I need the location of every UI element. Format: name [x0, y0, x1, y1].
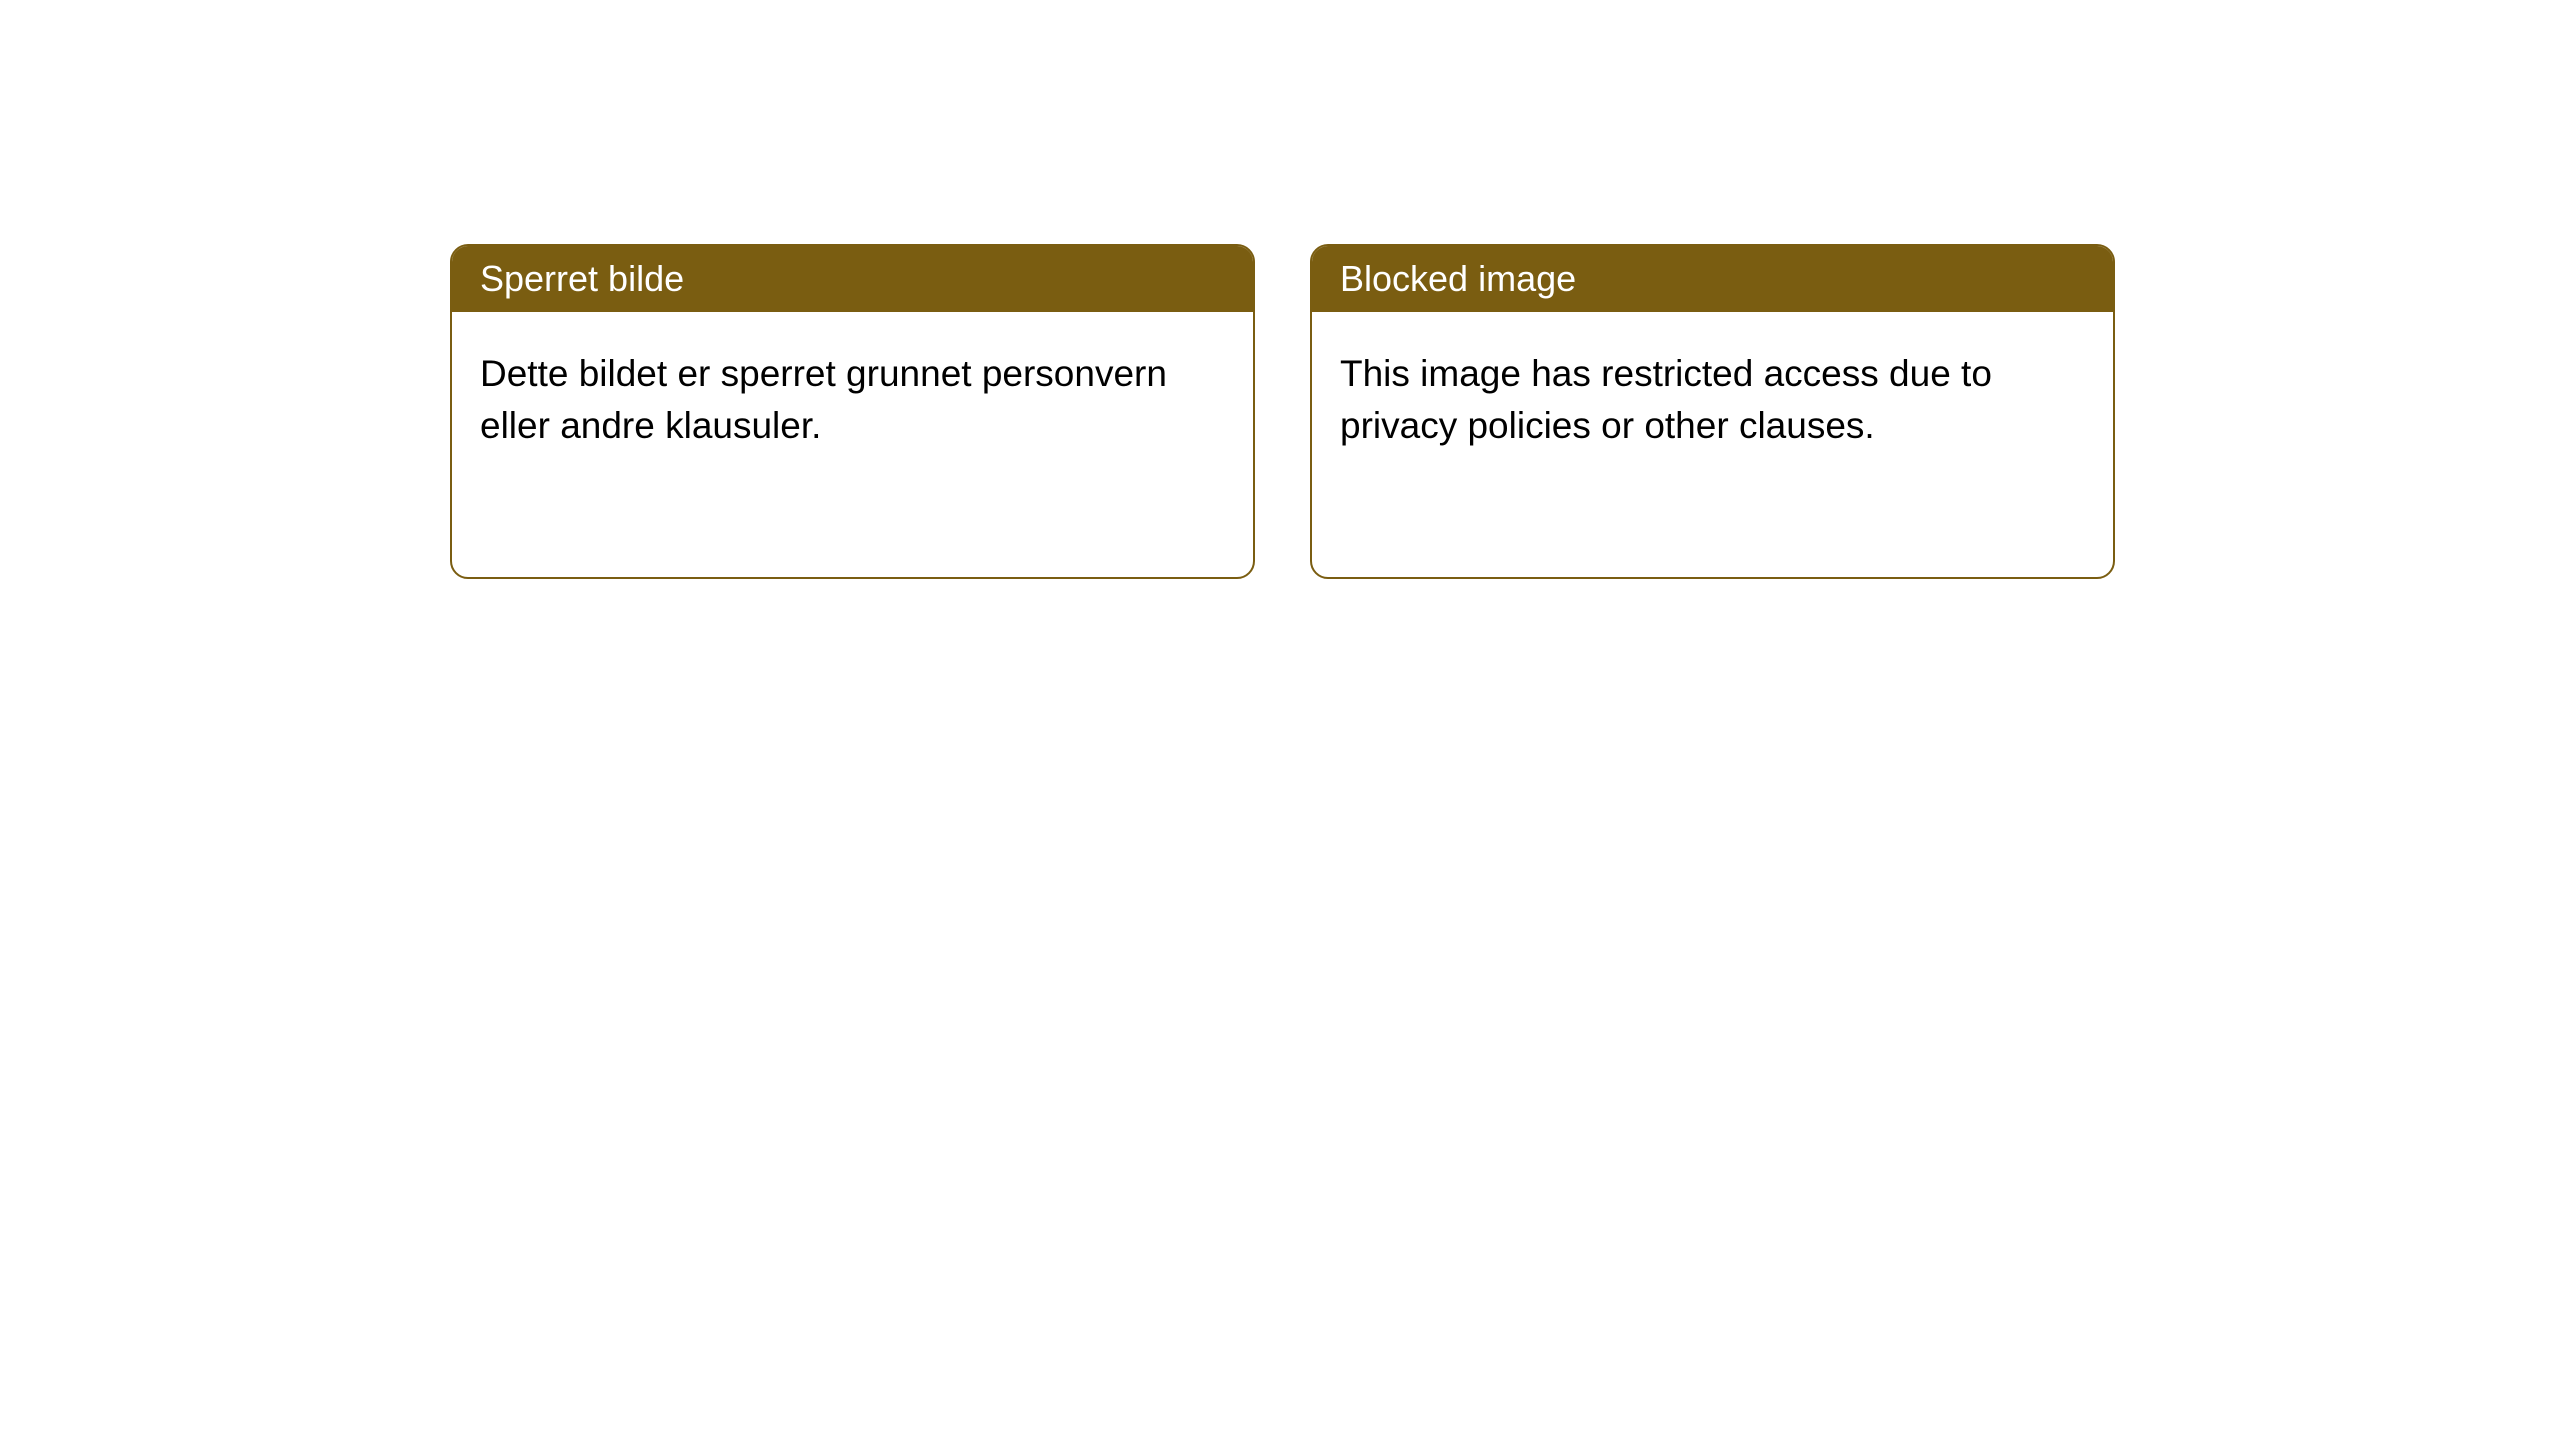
- notice-card-norwegian: Sperret bilde Dette bildet er sperret gr…: [450, 244, 1255, 579]
- card-header: Blocked image: [1312, 246, 2113, 312]
- notice-card-english: Blocked image This image has restricted …: [1310, 244, 2115, 579]
- card-body: Dette bildet er sperret grunnet personve…: [452, 312, 1253, 488]
- card-body: This image has restricted access due to …: [1312, 312, 2113, 488]
- notice-container: Sperret bilde Dette bildet er sperret gr…: [0, 0, 2560, 579]
- card-header: Sperret bilde: [452, 246, 1253, 312]
